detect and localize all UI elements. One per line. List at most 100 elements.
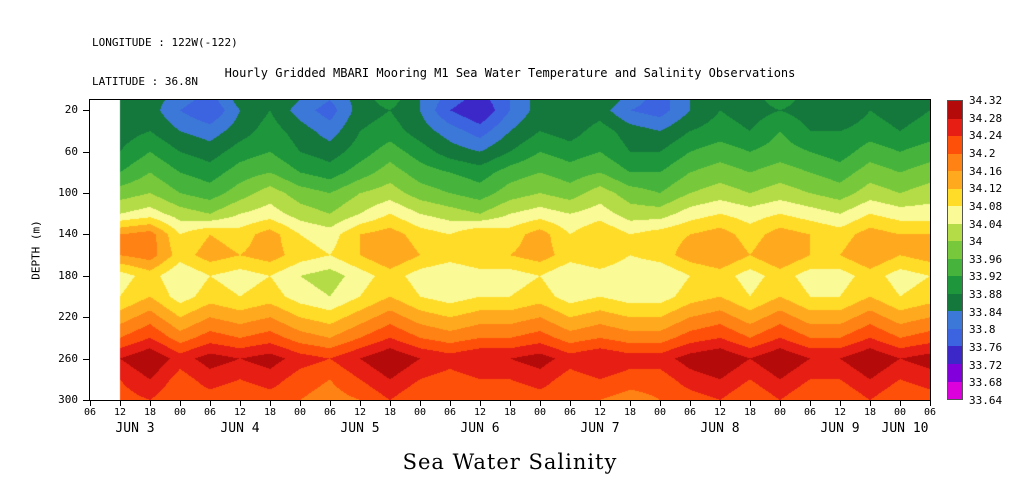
plot-title: Hourly Gridded MBARI Mooring M1 Sea Wate… [224, 66, 796, 80]
x-tick-label: 12 [113, 407, 127, 418]
x-tick-label: 06 [683, 407, 697, 418]
y-tick-mark [83, 317, 89, 319]
y-tick-label: 20 [64, 103, 78, 117]
x-tick-label: 12 [593, 407, 607, 418]
x-tick-label: 18 [143, 407, 157, 418]
x-tick-mark [360, 401, 361, 406]
colorbar-segment [948, 293, 962, 312]
colorbar-tick-label: 33.64 [969, 394, 1003, 407]
x-tick-label: 12 [713, 407, 727, 418]
date-label: JUN 10 [881, 421, 929, 436]
x-tick-mark [510, 401, 511, 406]
y-tick-label: 60 [64, 144, 78, 158]
colorbar-segment [948, 136, 962, 154]
colorbar-tick-label: 34.24 [969, 129, 1003, 143]
colorbar-tick-label: 34.04 [969, 217, 1003, 231]
y-tick-label: 180 [58, 268, 78, 282]
x-tick-label: 06 [923, 407, 937, 418]
colorbar-segment [948, 206, 962, 224]
y-axis-label: DEPTH (m) [29, 220, 43, 280]
colorbar-tick-label: 33.8 [969, 323, 996, 337]
x-tick-label: 00 [413, 407, 427, 418]
colorbar-tick-label: 33.84 [969, 305, 1003, 319]
x-tick-label: 18 [863, 407, 877, 418]
x-tick-mark [690, 401, 691, 406]
colorbar [947, 100, 963, 400]
x-tick-mark [210, 401, 211, 406]
colorbar-tick-label: 33.72 [969, 358, 1003, 372]
x-tick-mark [600, 401, 601, 406]
colorbar-segment [948, 101, 962, 119]
colorbar-tick-label: 34.32 [969, 94, 1003, 107]
y-tick-label: 220 [58, 310, 78, 324]
colorbar-tick-label: 34.12 [969, 182, 1003, 196]
colorbar-segment [948, 171, 962, 189]
x-tick-mark [930, 401, 931, 406]
x-tick-label: 18 [263, 407, 277, 418]
colorbar-segment [948, 381, 962, 400]
salinity-heatmap-canvas [90, 100, 930, 400]
info-longitude: LONGITUDE : 122W(-122) [92, 36, 238, 49]
colorbar-segment [948, 188, 962, 207]
y-tick-mark [83, 151, 89, 153]
y-tick-label: 260 [58, 351, 78, 365]
x-tick-label: 06 [563, 407, 577, 418]
y-tick-mark [83, 110, 89, 112]
x-tick-mark [480, 401, 481, 406]
x-tick-mark [540, 401, 541, 406]
colorbar-tick-label: 34.28 [969, 111, 1003, 125]
colorbar-tick-label: 33.88 [969, 288, 1003, 302]
colorbar-segment [948, 153, 962, 172]
y-tick-mark [83, 275, 89, 277]
x-tick-mark [270, 401, 271, 406]
x-tick-label: 00 [293, 407, 307, 418]
x-tick-mark [390, 401, 391, 406]
x-tick-mark [780, 401, 781, 406]
date-label: JUN 6 [460, 421, 500, 436]
y-tick-label: 100 [58, 186, 78, 200]
plot-area [89, 99, 931, 401]
colorbar-tick-label: 34 [969, 235, 983, 249]
colorbar-segment [948, 276, 962, 294]
y-tick-label: 140 [58, 227, 78, 241]
y-tick-mark [83, 193, 89, 195]
x-tick-mark [810, 401, 811, 406]
date-label: JUN 9 [820, 421, 860, 436]
colorbar-segment [948, 258, 962, 277]
colorbar-tick-label: 33.96 [969, 252, 1003, 266]
y-tick-label: 300 [58, 393, 78, 406]
x-tick-mark [570, 401, 571, 406]
x-tick-label: 12 [353, 407, 367, 418]
colorbar-tick-label: 33.76 [969, 341, 1003, 355]
date-label: JUN 8 [700, 421, 740, 436]
x-tick-mark [300, 401, 301, 406]
x-tick-mark [750, 401, 751, 406]
date-label: JUN 4 [220, 421, 260, 436]
x-tick-label: 06 [803, 407, 817, 418]
x-tick-label: 06 [203, 407, 217, 418]
x-tick-label: 00 [773, 407, 787, 418]
x-tick-mark [840, 401, 841, 406]
date-label: JUN 7 [580, 421, 620, 436]
x-tick-mark [900, 401, 901, 406]
colorbar-segment [948, 328, 962, 347]
colorbar-segment [948, 363, 962, 382]
y-tick-mark [83, 358, 89, 360]
colorbar-segment [948, 223, 962, 242]
x-tick-label: 12 [833, 407, 847, 418]
info-latitude: LATITUDE : 36.8N [92, 75, 198, 88]
x-tick-mark [150, 401, 151, 406]
x-tick-label: 06 [323, 407, 337, 418]
x-tick-mark [720, 401, 721, 406]
colorbar-segment [948, 118, 962, 137]
colorbar-segment [948, 311, 962, 329]
x-tick-label: 00 [653, 407, 667, 418]
colorbar-tick-label: 34.2 [969, 146, 996, 160]
colorbar-segment [948, 241, 962, 259]
y-tick-mark [83, 234, 89, 236]
x-tick-mark [630, 401, 631, 406]
x-tick-label: 06 [443, 407, 457, 418]
x-tick-mark [240, 401, 241, 406]
x-tick-label: 00 [173, 407, 187, 418]
